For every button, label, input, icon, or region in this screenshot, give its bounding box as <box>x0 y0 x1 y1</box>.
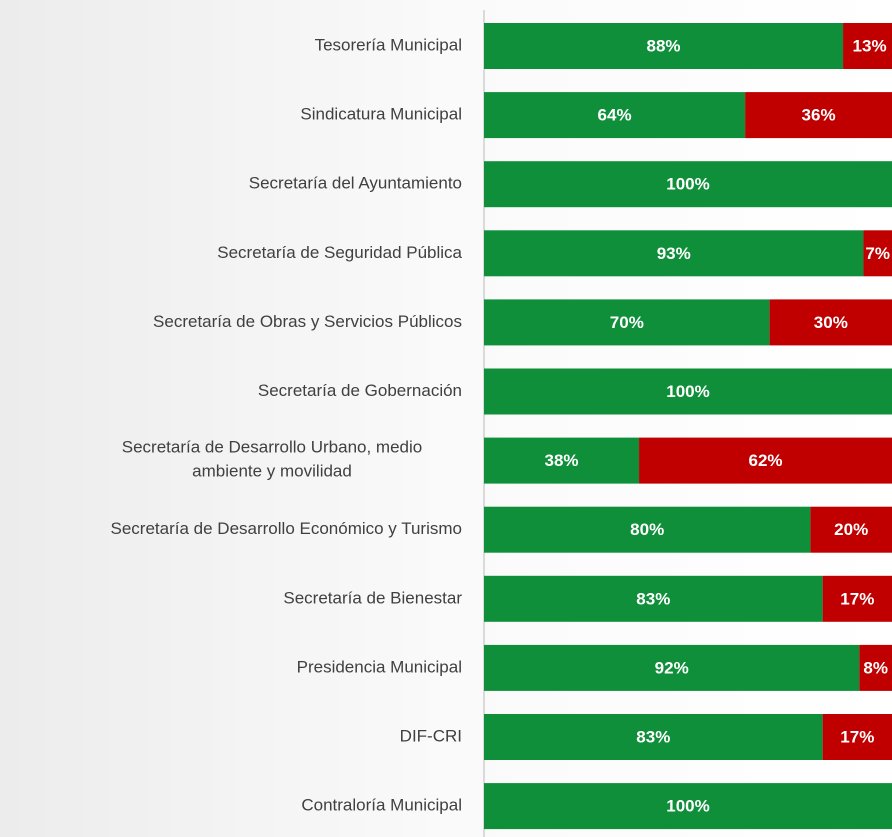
value-label: 83% <box>636 727 670 746</box>
value-label: 88% <box>647 36 681 55</box>
value-label: 70% <box>610 313 644 332</box>
bar-segment <box>843 23 892 69</box>
value-label: 38% <box>545 451 579 470</box>
category-label: Secretaría de Obras y Servicios Públicos <box>153 312 462 331</box>
bar-segment <box>484 506 811 553</box>
bar-segment <box>484 783 892 830</box>
bar-segment <box>822 714 892 760</box>
value-label: 93% <box>657 244 691 263</box>
bar-segment <box>863 230 892 277</box>
category-label: Contraloría Municipal <box>301 796 462 815</box>
value-label: 17% <box>840 727 874 746</box>
value-label: 20% <box>834 520 868 539</box>
value-label: 62% <box>749 451 783 470</box>
value-label: 36% <box>802 106 836 125</box>
category-label: Sindicatura Municipal <box>300 105 462 124</box>
value-label: 92% <box>655 658 689 677</box>
value-label: 80% <box>630 520 664 539</box>
bar-segment <box>822 575 892 622</box>
bar-segment <box>639 437 892 484</box>
bar-segment <box>484 575 823 622</box>
bar-segment <box>484 437 640 484</box>
bar-segment <box>745 92 892 139</box>
value-label: 83% <box>636 589 670 608</box>
bar-segment <box>484 23 844 69</box>
bar-segment <box>484 714 823 760</box>
category-label: Secretaría de Desarrollo Urbano, medio am… <box>122 438 422 481</box>
bar-segment <box>769 299 892 346</box>
category-label: Secretaría de Desarrollo Económico y Tur… <box>111 519 462 538</box>
bar-segment <box>484 368 892 415</box>
value-label: 100% <box>666 382 709 401</box>
bar-segment <box>484 230 864 277</box>
value-label: 8% <box>863 658 888 677</box>
bar-segment <box>810 506 892 553</box>
value-label: 30% <box>814 313 848 332</box>
bar-segment <box>859 644 892 691</box>
bar-segment <box>484 161 892 208</box>
bar-segment <box>484 92 746 139</box>
category-label: DIF-CRI <box>400 726 462 745</box>
bar-segment <box>484 299 770 346</box>
value-label: 100% <box>666 175 709 194</box>
category-label: Presidencia Municipal <box>297 657 462 676</box>
category-label: Secretaría de Seguridad Pública <box>217 243 462 262</box>
category-label: Tesorería Municipal <box>315 35 462 54</box>
category-label: Secretaría del Ayuntamiento <box>249 174 462 193</box>
value-label: 100% <box>666 797 709 816</box>
value-label: 17% <box>840 589 874 608</box>
value-label: 7% <box>865 244 890 263</box>
value-label: 64% <box>598 106 632 125</box>
bar-segment <box>484 644 860 691</box>
value-label: 13% <box>853 36 887 55</box>
category-label: Secretaría de Bienestar <box>283 588 462 607</box>
category-label: Secretaría de Gobernación <box>258 381 462 400</box>
